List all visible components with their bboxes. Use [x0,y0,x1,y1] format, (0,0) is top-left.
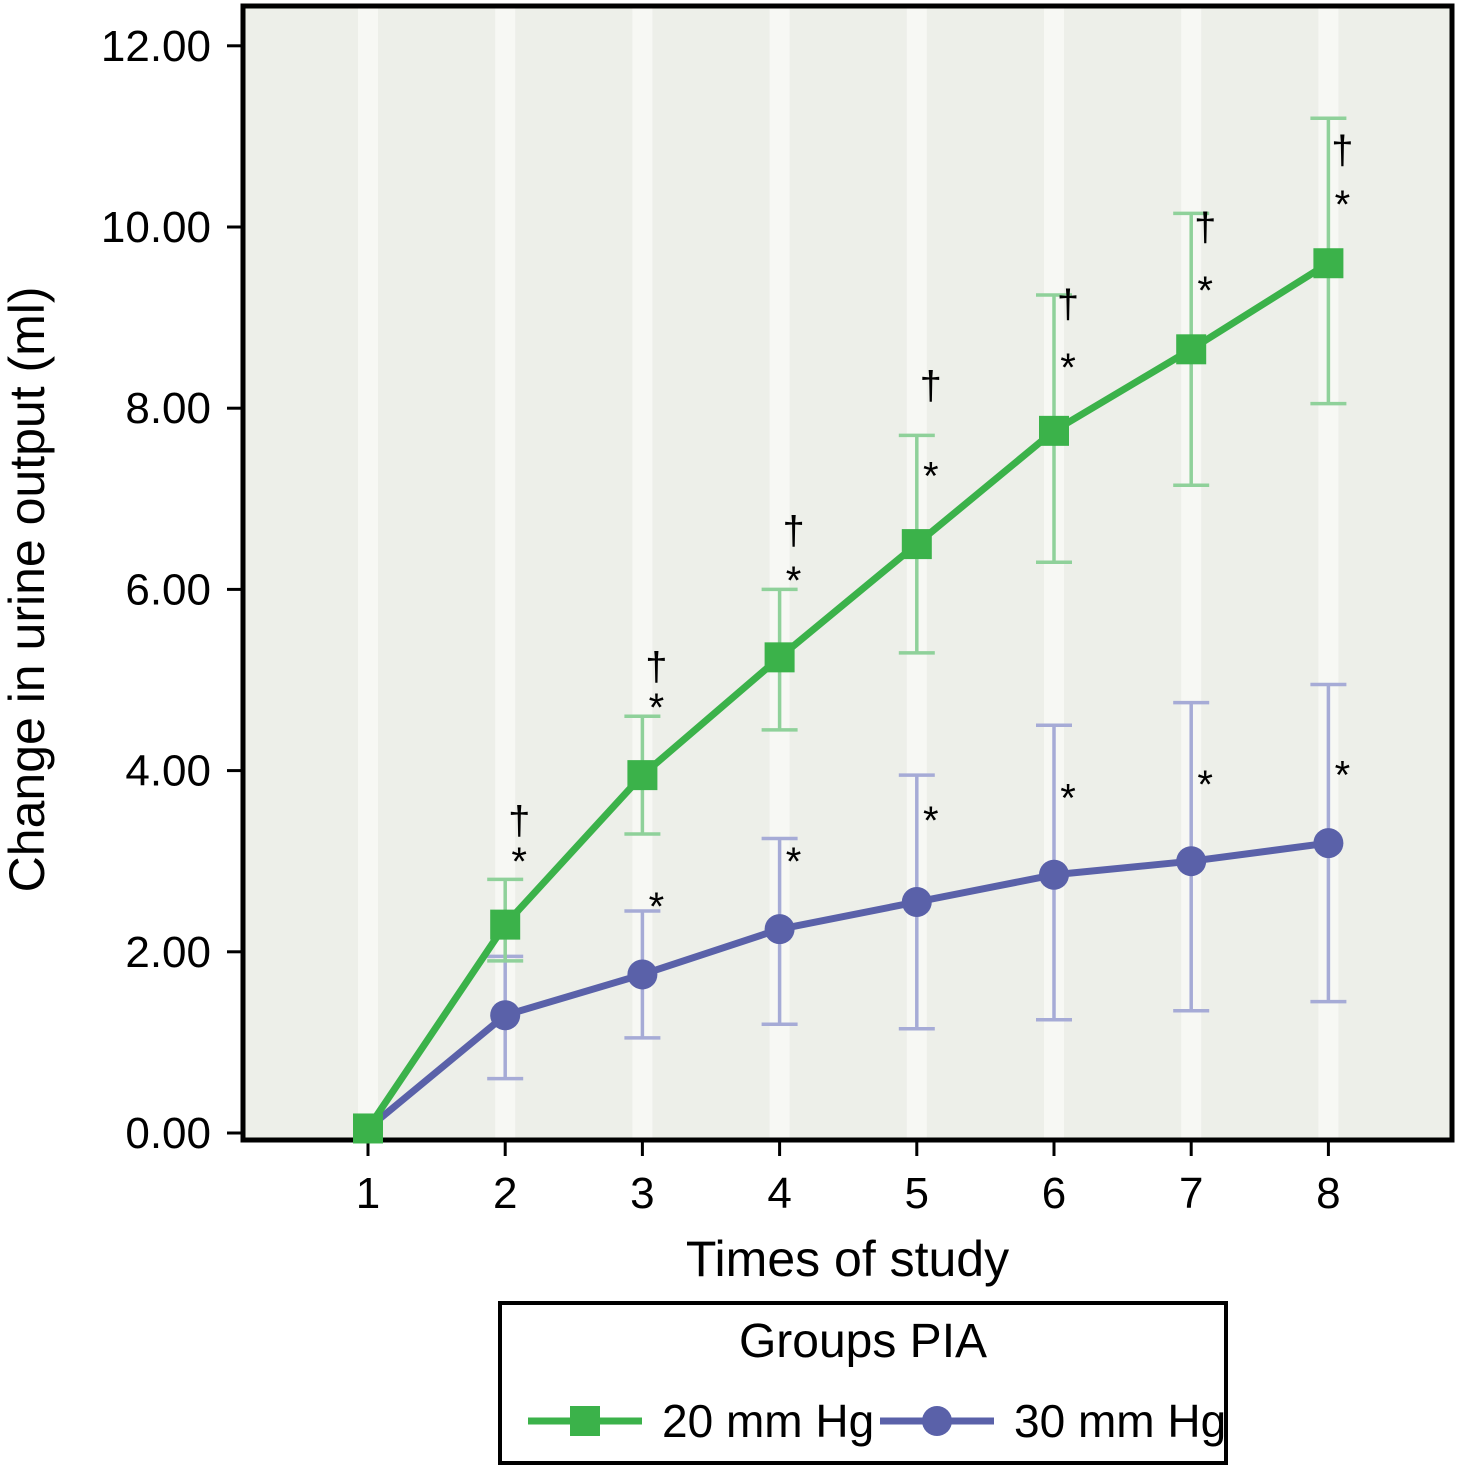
legend-box [498,1301,1228,1465]
grid-band [632,6,653,1140]
grid-band [1044,6,1064,1140]
significance-annotation: * [1197,763,1213,807]
data-point-square [490,909,521,940]
data-point-square [901,529,932,560]
significance-annotation: † [1194,206,1216,250]
plot-border [240,3,1455,1143]
significance-annotation: * [649,686,665,730]
data-point-circle [490,1000,521,1031]
y-tick-label: 12.00 [101,22,211,71]
significance-annotation: * [511,840,527,884]
grid-band [358,6,378,1140]
significance-annotation: * [923,799,939,843]
x-tick-label: 6 [1042,1169,1066,1218]
data-point-circle [627,959,658,990]
y-tick-label: 8.00 [125,384,211,433]
data-point-circle [1176,846,1207,877]
x-tick-label: 1 [356,1169,380,1218]
legend-title: Groups PIA [739,1315,987,1368]
significance-annotation: † [782,509,804,553]
y-axis-title: Change in urine output (ml) [0,286,55,892]
grid-band [769,6,790,1140]
y-tick-label: 10.00 [101,203,211,252]
significance-annotation: † [1057,283,1079,327]
x-tick-label: 7 [1179,1169,1203,1218]
x-tick-label: 5 [905,1169,929,1218]
series-line [365,839,1329,1132]
plot-background [243,6,1452,1140]
significance-annotation: * [1335,183,1351,227]
data-point-square [1176,334,1207,365]
significance-annotation: * [1060,346,1076,390]
significance-annotation: † [920,364,942,408]
x-tick-label: 3 [630,1169,654,1218]
x-tick-label: 8 [1316,1169,1340,1218]
x-tick-label: 2 [493,1169,517,1218]
data-point-square [353,1113,383,1144]
significance-annotation: † [508,799,530,843]
data-point-square [1313,248,1344,279]
data-point-circle [901,886,932,917]
y-tick-label: 0.00 [125,1109,211,1158]
series-line [365,260,1331,1131]
y-tick-label: 6.00 [125,565,211,614]
data-point-circle [1313,828,1344,859]
legend-item-label: 20 mm Hg [662,1395,874,1447]
grid-band [495,6,516,1140]
data-point-circle [1039,859,1069,890]
data-point-square [764,642,795,673]
significance-annotation: * [1060,776,1076,820]
legend-marker-circle [922,1406,952,1436]
significance-annotation: * [649,885,665,929]
data-point-square [1039,415,1069,446]
significance-annotation: * [786,840,802,884]
significance-annotation: † [645,645,667,689]
significance-annotation: † [1331,129,1353,173]
y-tick-label: 2.00 [125,928,211,977]
y-tick-label: 4.00 [125,747,211,796]
significance-annotation: * [1335,754,1351,798]
data-point-circle [764,914,795,945]
significance-annotation: * [923,455,939,499]
significance-annotation: * [1197,269,1213,313]
legend-marker-square [570,1406,600,1436]
legend-item-label: 30 mm Hg [1014,1395,1226,1447]
significance-annotation: * [786,559,802,603]
x-tick-label: 4 [767,1169,791,1218]
x-axis-title: Times of study [686,1231,1009,1287]
data-point-square [627,760,658,791]
